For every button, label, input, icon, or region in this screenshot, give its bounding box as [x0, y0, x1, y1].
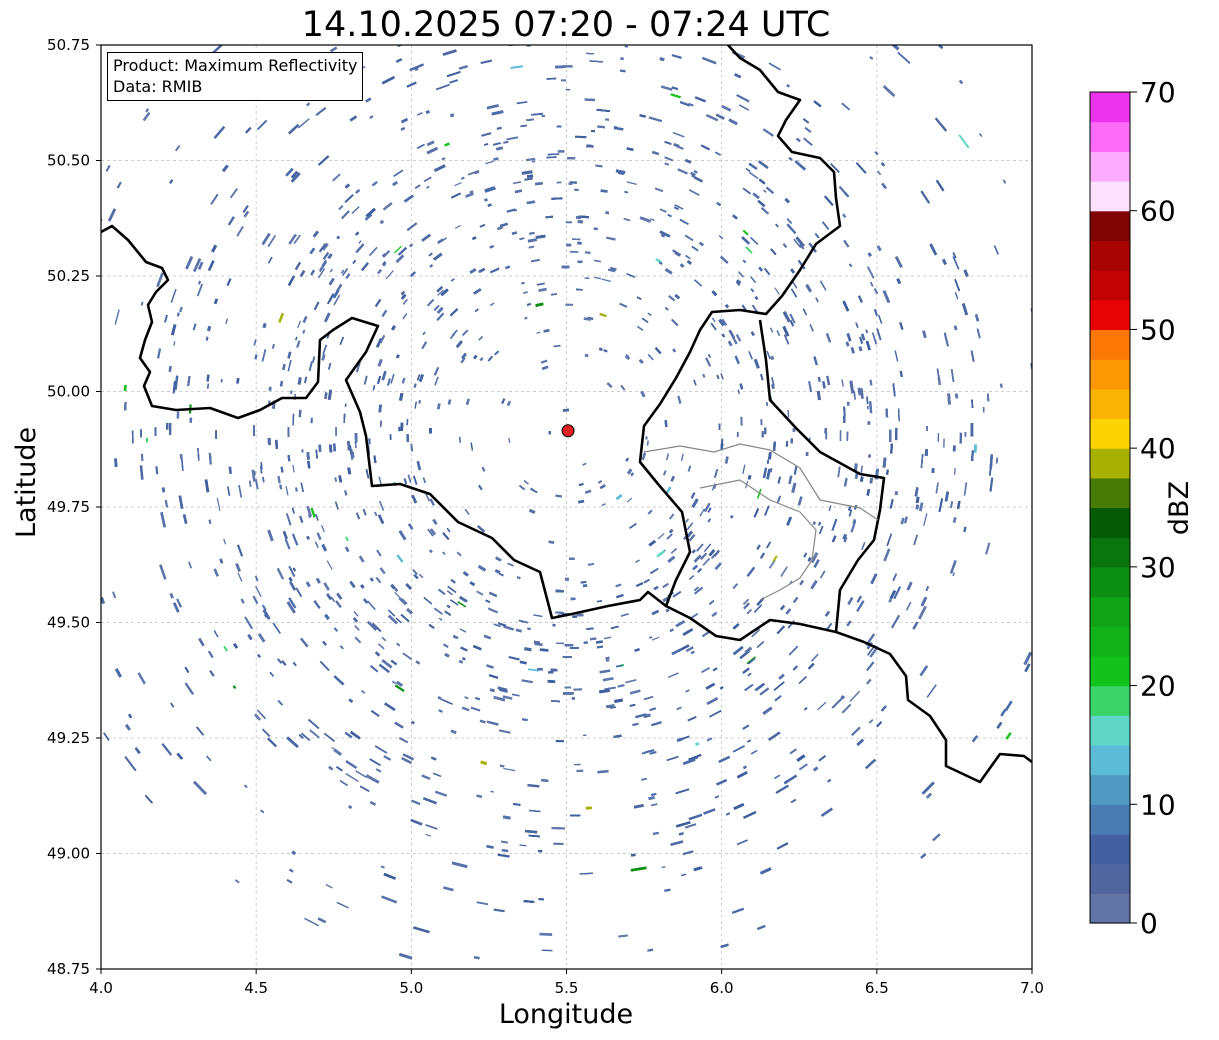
colorbar-segment — [1090, 804, 1130, 835]
colorbar-segment — [1090, 92, 1130, 123]
colorbar-segment — [1090, 566, 1130, 598]
colorbar-label: dBZ — [1164, 480, 1195, 536]
y-tick-label: 50.25 — [47, 267, 90, 285]
x-tick-label: 4.5 — [244, 979, 268, 997]
country-border-line — [101, 224, 1032, 784]
grid-lines — [101, 45, 1032, 969]
y-tick-label: 50.75 — [47, 36, 90, 54]
country-border-line — [638, 45, 842, 607]
x-axis-label: Longitude — [498, 999, 634, 1030]
colorbar-segment — [1090, 507, 1130, 538]
radar-site-dot — [561, 424, 575, 438]
colorbar-tick-label: 70 — [1140, 76, 1176, 109]
y-tick-label: 49.00 — [47, 845, 90, 863]
y-tick-label: 50.50 — [47, 152, 90, 170]
x-tick-label: 5.0 — [399, 979, 423, 997]
colorbar-segment — [1090, 240, 1130, 271]
colorbar-tick-label: 0 — [1140, 907, 1158, 940]
y-tick-label: 50.00 — [47, 383, 90, 401]
colorbar-frame — [1089, 91, 1131, 924]
colorbar-tick-label: 10 — [1140, 788, 1176, 821]
country-borders — [101, 45, 1032, 784]
x-axis-ticks: 4.0 4.5 5.0 5.5 6.0 6.5 7.0 — [89, 969, 1044, 997]
colorbar-segment — [1090, 181, 1130, 212]
colorbar-segment — [1090, 329, 1130, 360]
data-source-label: Data: RMIB — [113, 77, 203, 96]
colorbar-segment — [1090, 299, 1130, 331]
colorbar-segment — [1090, 151, 1130, 182]
colorbar-segment — [1090, 774, 1130, 805]
product-label: Product: Maximum Reflectivity — [113, 56, 358, 75]
colorbar-tick-label: 40 — [1140, 432, 1176, 465]
y-axis-label: Latitude — [11, 426, 42, 538]
y-tick-label: 48.75 — [47, 960, 90, 978]
y-tick-label: 49.50 — [47, 614, 90, 632]
radar-site-marker — [561, 424, 575, 438]
x-tick-label: 4.0 — [89, 979, 113, 997]
colorbar-segment — [1090, 537, 1130, 568]
colorbar-segment — [1090, 596, 1130, 627]
colorbar-segment — [1090, 359, 1130, 390]
colorbar-tick-label: 30 — [1140, 551, 1176, 584]
colorbar-segment — [1090, 863, 1130, 894]
y-tick-label: 49.75 — [47, 498, 90, 516]
colorbar-segment — [1090, 388, 1130, 420]
colorbar-segment — [1090, 477, 1130, 509]
x-tick-label: 6.0 — [710, 979, 734, 997]
colorbar-segment — [1090, 418, 1130, 449]
colorbar-segment — [1090, 655, 1130, 687]
colorbar-segment — [1090, 210, 1130, 241]
colorbar-segment — [1090, 744, 1130, 776]
region-border-line — [643, 443, 879, 521]
colorbar-segment — [1090, 626, 1130, 657]
product-info-box: Product: Maximum Reflectivity Data: RMIB — [107, 52, 364, 101]
y-axis-ticks: 48.75 49.00 49.25 49.50 49.75 50.00 50.25 50.50… — [47, 36, 101, 978]
reflectivity-echoes — [101, 45, 1032, 960]
x-tick-label: 5.5 — [555, 979, 579, 997]
colorbar-segment — [1090, 121, 1130, 152]
colorbar-segment — [1090, 685, 1130, 716]
chart-title: 14.10.2025 07:20 - 07:24 UTC — [301, 5, 831, 45]
x-tick-label: 6.5 — [865, 979, 889, 997]
colorbar-tick-label: 50 — [1140, 313, 1176, 346]
y-tick-label: 49.25 — [47, 729, 90, 747]
country-border-line — [758, 319, 886, 633]
colorbar-segment — [1090, 833, 1130, 865]
colorbar-segment — [1090, 715, 1130, 746]
colorbar-segment — [1090, 448, 1130, 479]
colorbar-tick-label: 20 — [1140, 670, 1176, 703]
colorbar-segment — [1090, 270, 1130, 301]
colorbar: 0 10 20 30 40 50 60 70 — [1089, 76, 1176, 940]
colorbar-tick-label: 60 — [1140, 195, 1176, 228]
region-border-line — [699, 479, 817, 601]
colorbar-segment — [1090, 893, 1130, 924]
x-tick-label: 7.0 — [1020, 979, 1044, 997]
